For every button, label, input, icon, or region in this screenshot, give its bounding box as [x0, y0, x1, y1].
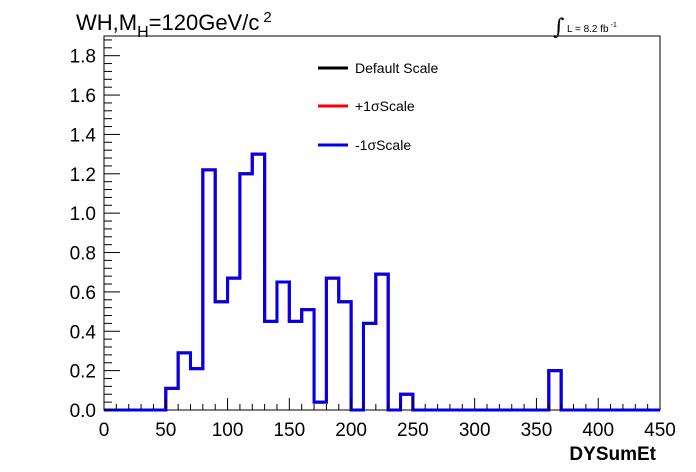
luminosity-label: ∫ L = 8.2 fb -1	[553, 15, 617, 40]
x-tick-label: 300	[459, 420, 491, 441]
luminosity-text: L = 8.2 fb -1	[567, 22, 617, 35]
y-tick-label: 0.8	[70, 244, 96, 265]
y-tick-label: 0.0	[70, 401, 96, 422]
plot-frame	[103, 35, 661, 411]
y-tick-label: 1.6	[70, 86, 96, 107]
x-tick-label: 450	[644, 420, 676, 441]
legend-label-1: +1σScale	[355, 98, 415, 114]
chart-title-superscript: 2	[263, 9, 271, 26]
y-tick-label: 0.4	[70, 322, 97, 343]
x-tick-label: 250	[397, 420, 429, 441]
legend-label-2: -1σScale	[355, 137, 411, 153]
plot-border	[103, 35, 661, 411]
legend-label-0: Default Scale	[355, 60, 438, 76]
x-axis: 0 50 100 150 200 250 300 350 400 450	[99, 398, 676, 441]
y-tick-label: 1.8	[70, 47, 96, 68]
y-tick-label: 0.2	[70, 362, 96, 383]
y-tick-label: 1.0	[70, 204, 96, 225]
y-axis: 0.0 0.2 0.4 0.6 0.8 1.0 1.2 1.4 1.6 1.8	[70, 39, 120, 422]
chart-title-prefix: WH,M	[76, 10, 137, 35]
x-tick-label: 400	[582, 420, 614, 441]
legend: Default Scale +1σScale -1σScale	[318, 60, 438, 153]
y-tick-label: 1.2	[70, 165, 96, 186]
x-tick-label: 0	[99, 420, 110, 441]
chart-title-subscript: H	[137, 24, 149, 41]
chart-title: WH,MH=120GeV/c 2	[76, 9, 272, 41]
x-axis-title: DYSumEt	[569, 444, 656, 465]
x-tick-label: 150	[273, 420, 305, 441]
integral-symbol: ∫	[553, 15, 565, 40]
series-line-2	[104, 152, 660, 412]
x-tick-label: 50	[155, 420, 176, 441]
x-tick-label: 200	[335, 420, 367, 441]
histogram-series	[104, 152, 660, 412]
x-tick-label: 350	[521, 420, 553, 441]
x-tick-label: 100	[212, 420, 244, 441]
chart-title-value: =120GeV/c	[149, 10, 260, 35]
y-tick-label: 1.4	[70, 125, 97, 146]
y-tick-label: 0.6	[70, 283, 96, 304]
